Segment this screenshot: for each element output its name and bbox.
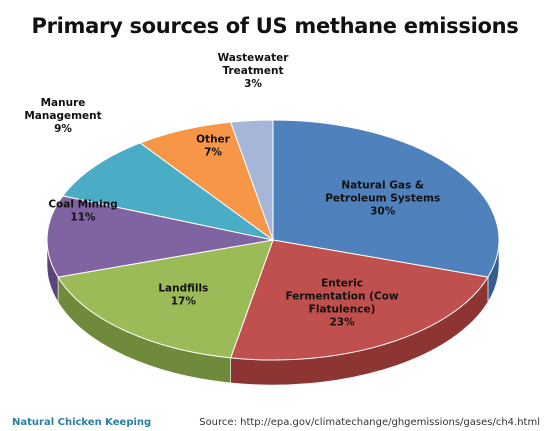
- slice-label-0: Natural Gas & Petroleum Systems 30%: [325, 180, 440, 218]
- pie-slice-4: [62, 142, 274, 241]
- pie-slice-1: [229, 239, 489, 361]
- slice-label-2: Landfills 17%: [158, 283, 208, 308]
- slice-label-3: Coal Mining 11%: [48, 199, 117, 224]
- slice-label-6: Wastewater Treatment 3%: [218, 52, 290, 90]
- slice-label-1: Enteric Fermentation (Cow Flatulence) 23%: [285, 277, 398, 328]
- slice-label-5: Other 7%: [196, 134, 231, 159]
- pie-slice-2: [57, 239, 274, 359]
- brand-label: Natural Chicken Keeping: [12, 417, 152, 428]
- chart-title: Primary sources of US methane emissions: [31, 14, 519, 38]
- pie-slice-0: [272, 119, 500, 278]
- slice-label-4: Manure Management 9%: [24, 97, 101, 135]
- pie-slice-3: [46, 195, 274, 278]
- source-label: Source: http://epa.gov/climatechange/ghg…: [199, 417, 540, 428]
- pie-slice-6: [229, 119, 274, 241]
